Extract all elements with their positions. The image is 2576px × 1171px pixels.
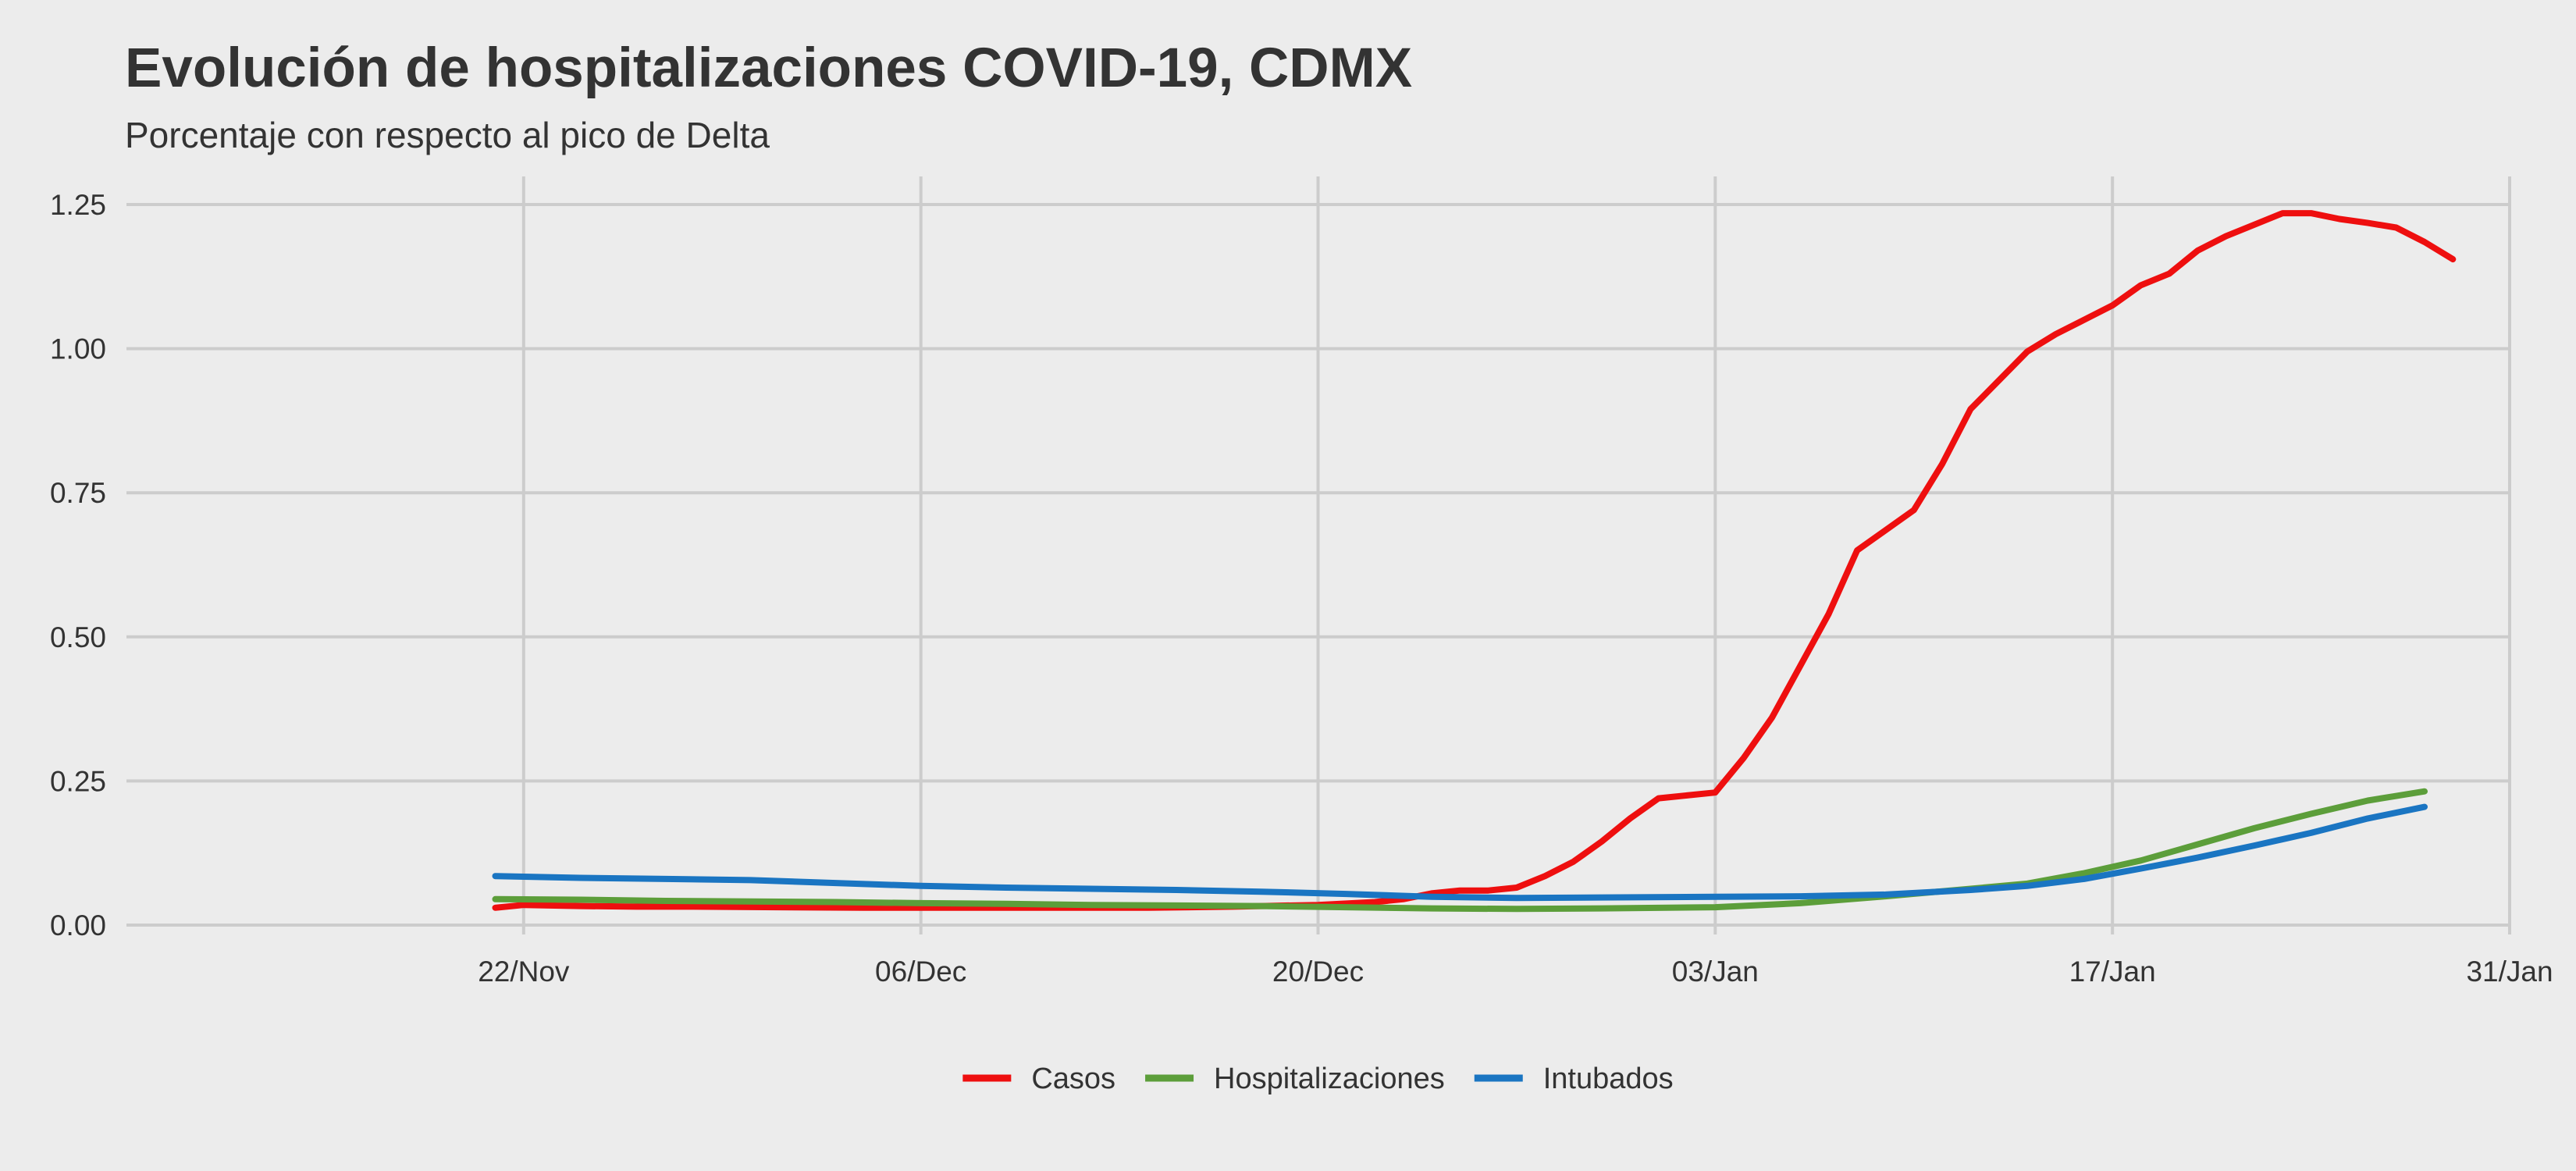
series-line-hospitalizaciones — [492, 788, 2428, 913]
y-tick-label: 0.25 — [50, 765, 106, 797]
x-tick-label: 06/Dec — [875, 956, 966, 988]
y-tick-label: 0.00 — [50, 909, 106, 941]
series-line-intubados — [492, 803, 2428, 902]
legend-item-casos: Casos — [962, 1062, 1115, 1095]
legend-label: Hospitalizaciones — [1214, 1062, 1445, 1095]
legend-label: Intubados — [1543, 1062, 1674, 1095]
y-tick-label: 1.00 — [50, 333, 106, 365]
legend-label: Casos — [1031, 1062, 1115, 1095]
legend-item-hospitalizaciones: Hospitalizaciones — [1145, 1062, 1445, 1095]
legend-item-intubados: Intubados — [1474, 1062, 1674, 1095]
y-tick-label: 0.75 — [50, 477, 106, 509]
x-tick-label: 17/Jan — [2069, 956, 2156, 988]
y-axis-ticks: 0.00 0.25 0.50 0.75 1.00 1.25 — [50, 189, 106, 941]
grid — [126, 176, 2511, 934]
series-line-casos — [492, 210, 2457, 911]
x-tick-label: 31/Jan — [2466, 956, 2553, 988]
chart-title: Evolución de hospitalizaciones COVID-19,… — [125, 37, 1412, 99]
series-lines — [492, 210, 2457, 913]
y-tick-label: 0.50 — [50, 621, 106, 653]
x-tick-label: 20/Dec — [1272, 956, 1364, 988]
y-tick-label: 1.25 — [50, 189, 106, 221]
x-axis-ticks: 22/Nov 06/Dec 20/Dec 03/Jan 17/Jan 31/Jan — [478, 956, 2553, 988]
legend: Casos Hospitalizaciones Intubados — [962, 1062, 1674, 1095]
x-tick-label: 22/Nov — [478, 956, 570, 988]
chart-subtitle: Porcentaje con respecto al pico de Delta — [125, 115, 770, 155]
x-tick-label: 03/Jan — [1672, 956, 1759, 988]
